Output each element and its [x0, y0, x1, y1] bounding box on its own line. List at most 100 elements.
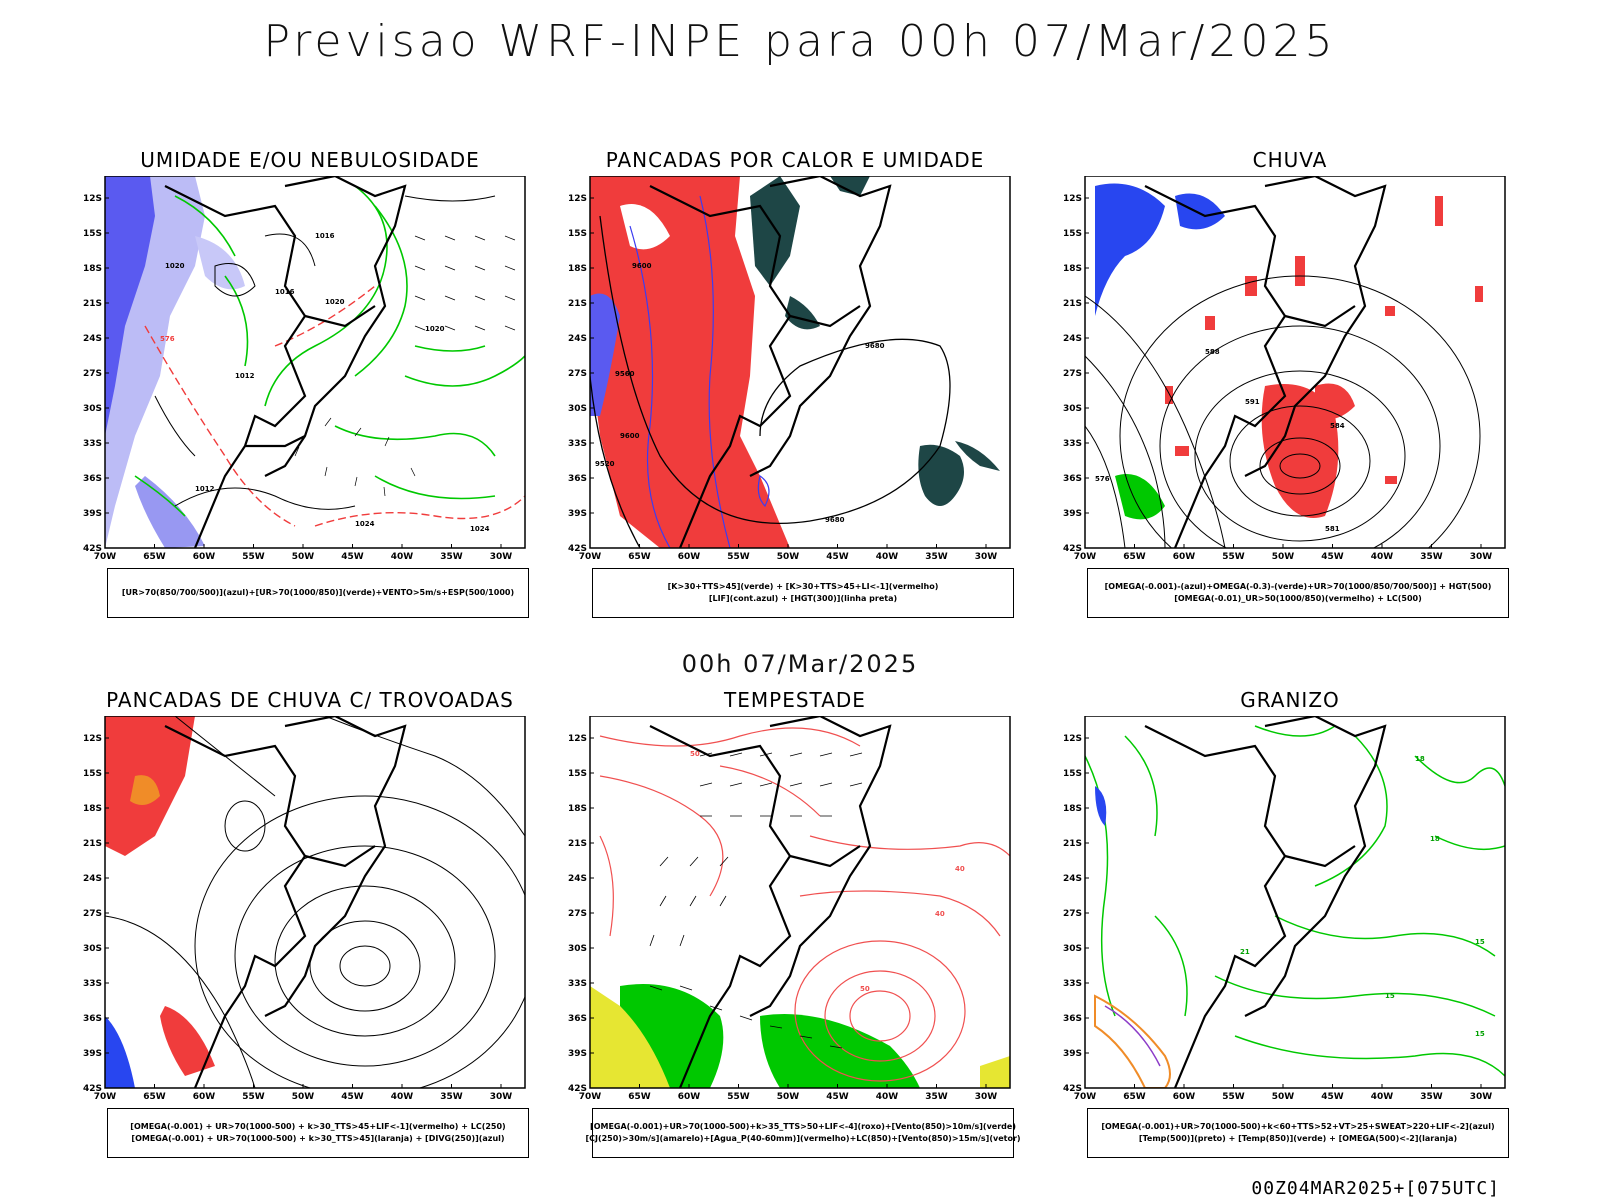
lon-tick-label: 40W [876, 1092, 899, 1102]
lat-tick-label: 12S [568, 734, 587, 744]
main-title: Previsao WRF-INPE para 00h 07/Mar/2025 [263, 16, 1337, 67]
contour-label: 9680 [825, 516, 845, 524]
lat-tick-label: 12S [1063, 734, 1082, 744]
lat-tick-label: 42S [568, 544, 587, 554]
lat-tick-label: 30S [1063, 404, 1082, 414]
lon-tick-label: 40W [391, 552, 414, 562]
lon-tick-label: 50W [292, 552, 315, 562]
contour-label: 576 [160, 335, 175, 343]
lat-tick-label: 27S [1063, 909, 1082, 919]
lon-tick-label: 40W [1371, 552, 1394, 562]
lat-tick-label: 21S [1063, 299, 1082, 309]
lat-tick-label: 39S [568, 1049, 587, 1059]
legend-line: [OMEGA(-0.001) + UR>70(1000-500) + k>30_… [131, 1134, 505, 1143]
contour-label: 18 [1430, 835, 1440, 843]
contour-label: 15 [1385, 992, 1395, 1000]
map-umidade: 1016 1020 1012 1024 1016 1020 576 1020 1… [83, 176, 526, 562]
contour-label: 9600 [632, 262, 652, 270]
lon-tick-label: 45W [1321, 1092, 1344, 1102]
panel-pancadas-trovoadas: PANCADAS DE CHUVA C/ TROVOADAS [75, 688, 529, 1158]
lon-tick-label: 50W [292, 1092, 315, 1102]
lon-tick-label: 55W [242, 1092, 265, 1102]
lat-tick-label: 24S [83, 874, 102, 884]
contour-label: 9520 [595, 460, 615, 468]
lat-tick-label: 18S [83, 804, 102, 814]
lat-tick-label: 21S [1063, 839, 1082, 849]
map-pancadas-calor: 9600 9680 9560 9520 9600 9680 12S 15S 18S 2… [568, 176, 1011, 562]
panel-title: CHUVA [1252, 148, 1328, 172]
lon-tick-label: 45W [826, 1092, 849, 1102]
lon-tick-label: 55W [1222, 552, 1245, 562]
lon-tick-label: 30W [975, 1092, 998, 1102]
lat-tick-label: 39S [83, 1049, 102, 1059]
contour-label: 40 [955, 865, 965, 873]
lat-tick-label: 42S [1063, 1084, 1082, 1094]
contour-label: 9560 [615, 370, 635, 378]
contour-label: 1016 [315, 232, 335, 240]
valid-time-title: 00h 07/Mar/2025 [681, 650, 919, 678]
lat-tick-label: 39S [568, 509, 587, 519]
lat-tick-label: 18S [1063, 804, 1082, 814]
lon-tick-label: 35W [925, 1092, 948, 1102]
contour-label: 576 [1095, 475, 1110, 483]
lat-tick-label: 15S [568, 229, 587, 239]
panel-title: UMIDADE E/OU NEBULOSIDADE [140, 148, 480, 172]
lat-tick-label: 36S [83, 474, 102, 484]
lon-tick-label: 45W [1321, 552, 1344, 562]
lat-tick-label: 33S [1063, 979, 1082, 989]
lon-tick-label: 55W [242, 552, 265, 562]
panel-umidade: UMIDADE E/OU NEBULOSIDADE [75, 148, 529, 618]
lon-tick-label: 40W [876, 552, 899, 562]
lat-tick-label: 39S [1063, 509, 1082, 519]
lat-tick-label: 27S [1063, 369, 1082, 379]
lat-tick-label: 33S [1063, 439, 1082, 449]
lat-tick-label: 33S [568, 979, 587, 989]
lon-tick-label: 35W [1420, 1092, 1443, 1102]
lat-tick-label: 15S [1063, 229, 1082, 239]
lon-tick-label: 65W [143, 1092, 166, 1102]
lon-tick-label: 40W [391, 1092, 414, 1102]
lon-tick-label: 70W [94, 1092, 117, 1102]
legend-line: [OMEGA(-0.001)-(azul)+OMEGA(-0.3)-(verde… [1104, 582, 1492, 591]
lon-tick-label: 65W [628, 552, 651, 562]
contour-label: 581 [1325, 525, 1340, 533]
lat-tick-label: 30S [83, 944, 102, 954]
contour-label: 1024 [355, 520, 375, 528]
lon-tick-label: 45W [341, 552, 364, 562]
lat-tick-label: 36S [568, 1014, 587, 1024]
contour-label: 1020 [165, 262, 185, 270]
lat-tick-label: 24S [568, 334, 587, 344]
legend-line: [LIF](cont.azul) + [HGT(300)](linha pret… [708, 594, 898, 603]
contour-label: 1020 [325, 298, 345, 306]
lat-tick-label: 21S [568, 299, 587, 309]
lon-tick-label: 60W [678, 1092, 701, 1102]
lat-tick-label: 27S [83, 909, 102, 919]
lat-tick-label: 12S [83, 734, 102, 744]
lat-tick-label: 33S [83, 439, 102, 449]
legend-line: [OMEGA(-0.001) + UR>70(1000-500) + k>30_… [130, 1122, 506, 1131]
lat-tick-label: 42S [83, 1084, 102, 1094]
panel-pancadas-calor: PANCADAS POR CALOR E UMIDADE [560, 148, 1014, 618]
lon-tick-label: 70W [94, 552, 117, 562]
legend-line: [OMEGA(-0.001)+UR>70(1000-500)+k<60+TTS>… [1101, 1122, 1495, 1131]
lon-tick-label: 60W [193, 552, 216, 562]
lat-tick-label: 42S [1063, 544, 1082, 554]
lon-tick-label: 35W [440, 552, 463, 562]
legend-line: [CJ(250)>30m/s](amarelo)+[Agua_P(40-60mm… [585, 1134, 1021, 1143]
legend-line: [OMEGA(-0.001)+UR>70(1000-500)+k>35_TTS>… [590, 1122, 1016, 1131]
contour-label: 1024 [470, 525, 490, 533]
contour-label: 15 [1475, 1030, 1485, 1038]
lon-tick-label: 35W [440, 1092, 463, 1102]
legend-line: [OMEGA(-0.01)_UR>50(1000/850)(vermelho) … [1174, 594, 1422, 603]
contour-label: 1020 [425, 325, 445, 333]
lat-tick-label: 18S [568, 264, 587, 274]
lat-tick-label: 21S [568, 839, 587, 849]
map-chuva: 588 584 581 576 591 12S 15S 18S 21S 24S 27S 30… [1063, 176, 1506, 562]
contour-label: 50 [860, 985, 870, 993]
lat-tick-label: 39S [1063, 1049, 1082, 1059]
lat-tick-label: 27S [568, 369, 587, 379]
contour-label: 18 [1415, 755, 1425, 763]
panel-legend: [K>30+TTS>45](verde) + [K>30+TTS>45+LI<-… [592, 568, 1014, 618]
lon-tick-label: 50W [777, 552, 800, 562]
lon-tick-label: 55W [727, 552, 750, 562]
